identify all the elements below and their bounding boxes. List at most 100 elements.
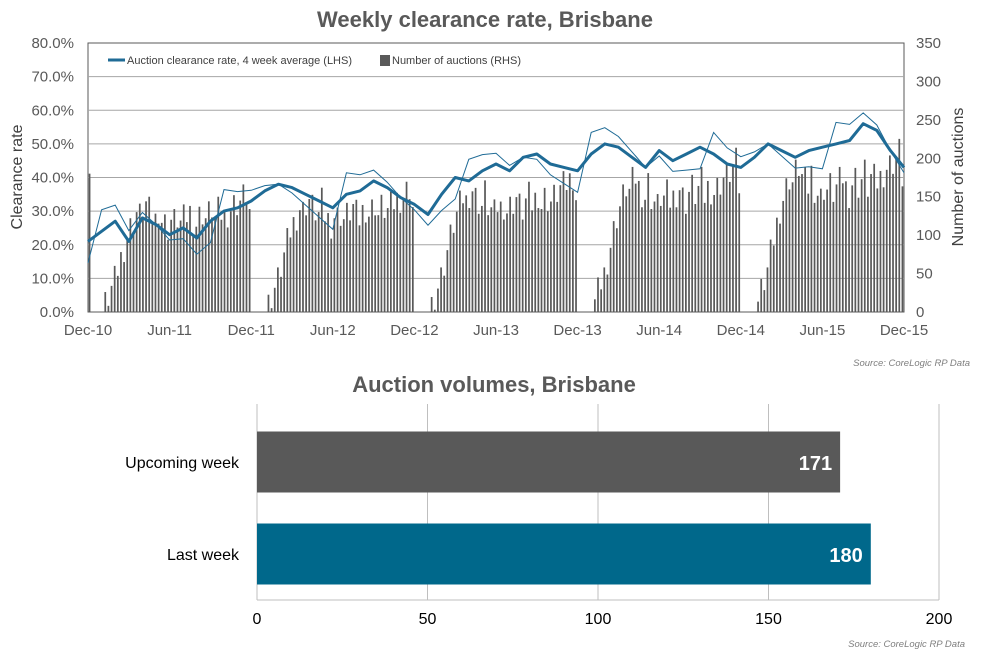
auction-bar: [449, 224, 452, 312]
y-right-tick-label: 50: [916, 266, 933, 283]
auction-bar: [732, 164, 734, 312]
legend-bar-label: Number of auctions (RHS): [392, 55, 521, 67]
auction-bar: [220, 219, 223, 312]
auction-bar: [628, 188, 631, 312]
auction-bar: [324, 221, 326, 312]
y-axis-right-ticks: 0 50 100 150 200 250 300 350: [916, 35, 941, 321]
x-tick-label: Dec-14: [717, 322, 765, 339]
auction-bar: [368, 216, 370, 312]
weekly-clearance-chart: Weekly clearance rate, Brisbane 0.0% 10.0…: [9, 7, 970, 369]
auction-bar: [104, 292, 107, 312]
category-label: Last week: [167, 547, 240, 564]
auction-bar: [562, 171, 565, 312]
auction-bar: [430, 297, 433, 312]
auction-bar: [496, 212, 499, 312]
auction-bar: [521, 219, 524, 312]
bar-value-label: 171: [799, 453, 832, 475]
auction-bar: [637, 180, 640, 312]
auction-bar: [242, 184, 245, 312]
auction-bar: [685, 213, 687, 312]
auction-bar: [339, 225, 342, 312]
chart-title-2: Auction volumes, Brisbane: [352, 372, 636, 397]
auction-bar: [615, 228, 618, 312]
auction-bar: [330, 238, 333, 312]
auction-bar: [289, 237, 292, 312]
auction-bar: [835, 184, 838, 312]
auction-bar: [540, 209, 543, 312]
auction-bar: [766, 267, 769, 312]
auction-bar: [493, 199, 496, 312]
auction-bar: [273, 287, 276, 312]
auction-bar: [386, 208, 389, 312]
auction-bar: [120, 252, 122, 312]
auction-bar: [823, 199, 825, 312]
auction-bar: [879, 170, 882, 312]
x-tick-label: Jun-13: [473, 322, 519, 339]
auction-bar: [647, 173, 650, 312]
y-left-tick-label: 30.0%: [31, 203, 74, 220]
auction-bar: [477, 213, 480, 312]
auction-bar: [446, 250, 449, 312]
auction-bar: [776, 217, 778, 312]
auction-bar: [201, 224, 204, 312]
auction-bar: [207, 201, 210, 312]
x-tick-label: 100: [585, 611, 612, 628]
auction-bar: [556, 201, 559, 312]
x-axis-ticks-2: 0 50 100 150 200: [253, 611, 953, 628]
y-axis-right-label: Number of auctions: [950, 108, 967, 247]
auction-bar: [819, 188, 822, 312]
auction-bar: [666, 179, 668, 312]
auction-bar: [302, 201, 304, 312]
auction-bar: [600, 289, 603, 312]
auction-bar: [892, 173, 894, 312]
auction-bar: [167, 239, 169, 312]
auction-bar: [142, 217, 144, 312]
auction-bar: [233, 195, 235, 312]
auction-bar: [710, 204, 712, 312]
x-tick-label: Jun-15: [799, 322, 845, 339]
auction-bar: [622, 184, 624, 312]
auction-bar: [305, 215, 307, 312]
auction-bar: [631, 166, 634, 312]
auction-bar: [295, 230, 298, 312]
x-tick-label: 200: [926, 611, 953, 628]
auction-bar: [317, 212, 320, 312]
y-left-tick-label: 10.0%: [31, 270, 74, 287]
auction-bar: [832, 201, 835, 312]
auction-bar: [364, 222, 367, 312]
auction-bar: [506, 213, 508, 312]
auction-bar: [641, 207, 643, 312]
auction-bar: [669, 207, 672, 312]
auction-bar: [559, 185, 562, 312]
auction-bar: [408, 199, 411, 312]
auction-bar: [857, 197, 860, 312]
auction-bar: [236, 215, 238, 312]
auction-bar: [245, 202, 248, 312]
auction-bar: [772, 245, 775, 312]
auction-bar: [794, 159, 797, 312]
auction-bar: [694, 204, 697, 312]
auction-bar: [728, 181, 731, 312]
auction-bar: [706, 180, 709, 312]
auction-bar: [769, 239, 772, 312]
auction-bar: [311, 194, 314, 312]
auction-bar: [867, 196, 869, 312]
auction-bar: [760, 278, 763, 312]
y-right-tick-label: 100: [916, 227, 941, 244]
clearance-4wk-avg-line: [87, 122, 906, 243]
volume-bars: 171 180: [257, 431, 871, 585]
auction-bar: [226, 227, 229, 312]
auction-bar: [854, 167, 857, 312]
auction-bar: [170, 219, 173, 312]
auction-bar: [606, 274, 609, 312]
auction-bar: [116, 275, 119, 312]
auction-bar: [675, 207, 678, 312]
auction-bar: [474, 187, 477, 312]
auction-bar: [898, 138, 901, 312]
auction-bar: [553, 184, 555, 312]
auction-bar: [512, 213, 515, 312]
auction-bar: [455, 211, 458, 312]
auction-bar: [603, 267, 606, 312]
auction-bar: [826, 189, 828, 312]
auction-bar: [829, 173, 832, 312]
